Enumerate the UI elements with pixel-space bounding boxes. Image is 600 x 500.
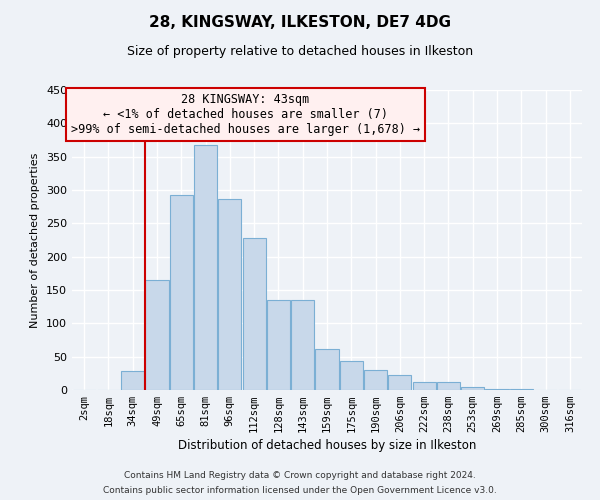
Bar — [291, 300, 314, 390]
Y-axis label: Number of detached properties: Number of detached properties — [31, 152, 40, 328]
Bar — [340, 360, 363, 390]
Bar — [388, 376, 412, 390]
Bar — [121, 372, 144, 390]
Bar — [316, 348, 338, 390]
X-axis label: Distribution of detached houses by size in Ilkeston: Distribution of detached houses by size … — [178, 440, 476, 452]
Bar — [145, 280, 169, 390]
Text: Size of property relative to detached houses in Ilkeston: Size of property relative to detached ho… — [127, 45, 473, 58]
Bar — [437, 382, 460, 390]
Text: Contains public sector information licensed under the Open Government Licence v3: Contains public sector information licen… — [103, 486, 497, 495]
Bar — [461, 386, 484, 390]
Bar — [485, 388, 509, 390]
Bar — [267, 300, 290, 390]
Text: Contains HM Land Registry data © Crown copyright and database right 2024.: Contains HM Land Registry data © Crown c… — [124, 471, 476, 480]
Bar — [242, 238, 266, 390]
Text: 28 KINGSWAY: 43sqm
← <1% of detached houses are smaller (7)
>99% of semi-detache: 28 KINGSWAY: 43sqm ← <1% of detached hou… — [71, 93, 420, 136]
Text: 28, KINGSWAY, ILKESTON, DE7 4DG: 28, KINGSWAY, ILKESTON, DE7 4DG — [149, 15, 451, 30]
Bar — [364, 370, 387, 390]
Bar — [218, 200, 241, 390]
Bar — [170, 196, 193, 390]
Bar — [194, 144, 217, 390]
Bar — [413, 382, 436, 390]
